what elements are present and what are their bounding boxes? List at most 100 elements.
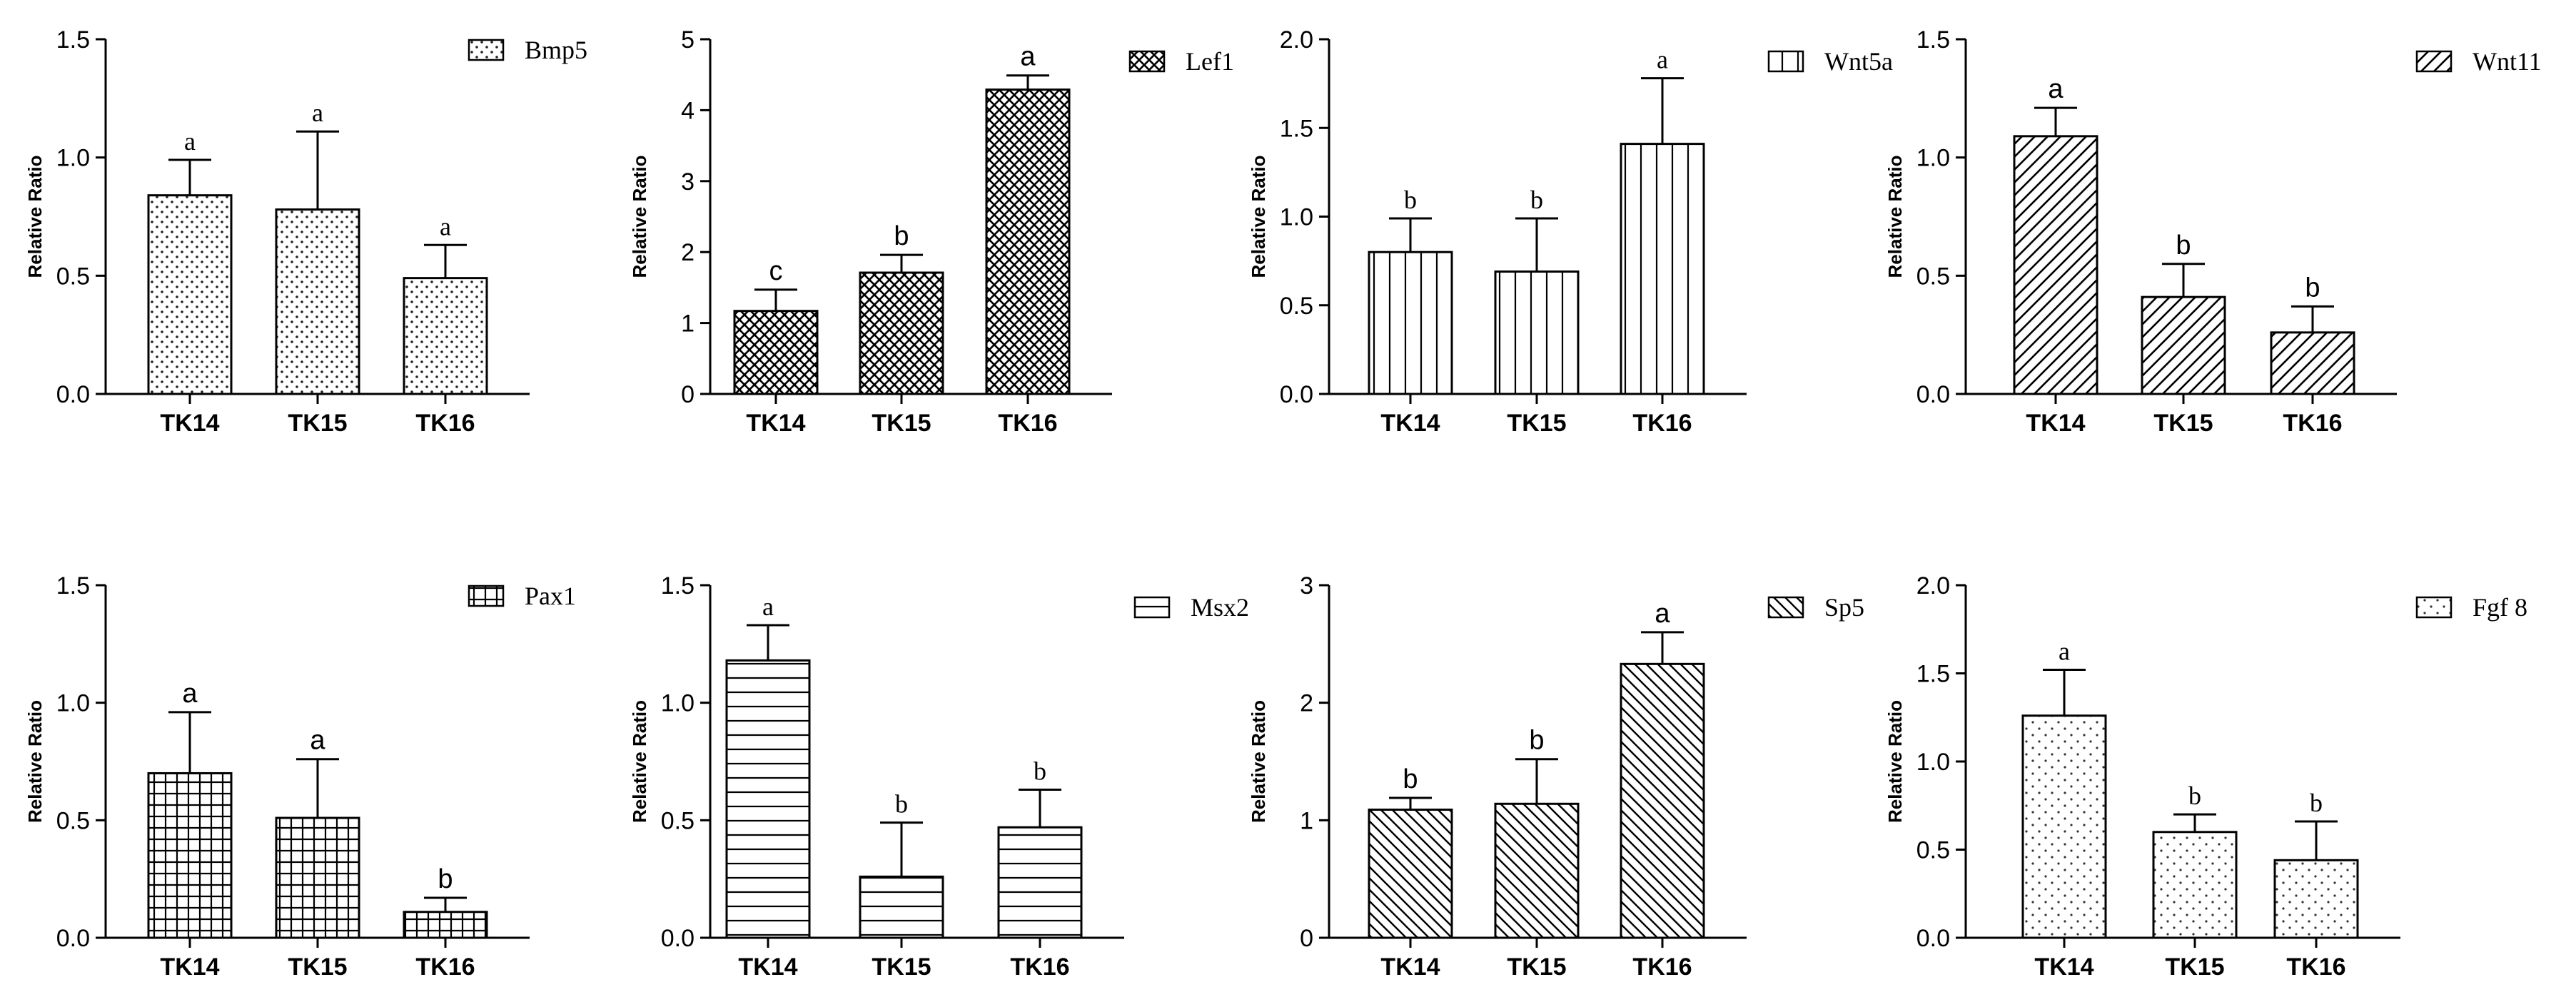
y-tick-label: 0.0: [56, 381, 90, 408]
y-tick-label: 0: [681, 381, 694, 408]
significance-letter: b: [1034, 757, 1046, 786]
y-tick-label: 2: [681, 239, 694, 266]
y-tick-label: 2.0: [1916, 572, 1950, 599]
significance-letter: a: [2048, 74, 2064, 104]
y-axis-title: Relative Ratio: [1884, 156, 1906, 278]
x-tick-label: TK14: [160, 953, 219, 981]
bar-tk16: [985, 88, 1071, 395]
legend-label: Bmp5: [525, 36, 587, 64]
x-tick-label: TK15: [2153, 410, 2213, 437]
significance-letter: b: [894, 221, 909, 251]
legend-swatch: [2415, 50, 2453, 73]
y-tick-label: 1.0: [1916, 749, 1950, 776]
x-tick-label: TK15: [1507, 953, 1566, 981]
y-tick-label: 1.5: [661, 572, 694, 599]
significance-letter: b: [895, 790, 908, 819]
significance-letter: b: [1403, 764, 1418, 794]
y-tick-label: 3: [681, 168, 694, 196]
significance-letter: a: [1657, 46, 1668, 74]
x-tick-label: TK15: [872, 410, 931, 437]
bar-tk16: [1620, 143, 1705, 395]
y-tick-label: 1.0: [1916, 145, 1950, 172]
y-tick-label: 1.0: [1280, 204, 1313, 231]
y-tick-label: 0: [1300, 925, 1313, 952]
chart-panel-lef1: 0 1 2 3 4 5 Relative Ratio c TK14 b TK15 a TK16 Lef1: [629, 26, 1234, 437]
y-tick-label: 0.5: [1916, 837, 1950, 864]
chart-panel-fgf8: 0.0 0.5 1.0 1.5 2.0 Relative Ratio a TK14 b TK15 b…: [1884, 572, 2527, 981]
significance-letter: c: [769, 256, 783, 286]
bar-tk16: [403, 277, 488, 395]
legend-label: Pax1: [525, 582, 576, 610]
significance-letter: a: [2059, 637, 2070, 666]
bar-tk15: [275, 208, 360, 395]
y-tick-label: 0.5: [1280, 293, 1313, 320]
bar-tk16: [997, 826, 1083, 939]
legend-label: Msx2: [1191, 593, 1249, 622]
y-tick-label: 1: [1300, 807, 1313, 834]
legend-swatch: [1767, 50, 1804, 73]
legend-swatch: [1133, 596, 1171, 619]
significance-letter: b: [2310, 789, 2323, 817]
legend-swatch: [1767, 596, 1804, 619]
x-tick-label: TK14: [160, 410, 219, 437]
x-tick-label: TK16: [2283, 410, 2342, 437]
x-tick-label: TK15: [1507, 410, 1566, 437]
y-tick-label: 0.5: [56, 807, 90, 834]
x-tick-label: TK16: [2286, 953, 2345, 981]
y-tick-label: 1.0: [661, 690, 694, 717]
y-tick-label: 5: [681, 26, 694, 54]
significance-letter: b: [2176, 231, 2191, 260]
y-tick-label: 4: [681, 97, 694, 124]
y-tick-label: 0.0: [56, 925, 90, 952]
x-tick-label: TK16: [1632, 953, 1692, 981]
y-tick-label: 0.5: [661, 807, 694, 834]
y-tick-label: 0.0: [1916, 925, 1950, 952]
chart-panel-sp5: 0 1 2 3 Relative Ratio b TK14 b TK15 a TK16 Sp5: [1248, 572, 1864, 981]
x-tick-label: TK15: [288, 953, 347, 981]
y-tick-label: 2: [1300, 690, 1313, 717]
significance-letter: a: [184, 127, 196, 156]
bar-tk15: [859, 875, 944, 939]
bar-tk14: [1368, 251, 1453, 395]
y-axis-title: Relative Ratio: [629, 700, 650, 823]
bar-tk16: [2273, 859, 2359, 939]
y-tick-label: 1.0: [56, 145, 90, 172]
significance-letter: a: [312, 98, 323, 127]
legend-swatch: [468, 585, 505, 607]
y-tick-label: 1.0: [56, 690, 90, 717]
chart-panel-pax1: 0.0 0.5 1.0 1.5 Relative Ratio a TK14 a TK15 b TK1…: [24, 572, 576, 981]
y-tick-label: 0.0: [1280, 381, 1313, 408]
y-tick-label: 0.5: [56, 263, 90, 290]
significance-letter: a: [182, 679, 198, 709]
y-tick-label: 0.0: [1916, 381, 1950, 408]
significance-letter: b: [1530, 186, 1543, 214]
x-tick-label: TK15: [288, 410, 347, 437]
significance-letter: a: [1020, 42, 1036, 72]
x-tick-label: TK14: [2026, 410, 2085, 437]
legend-swatch: [468, 39, 505, 61]
legend-swatch: [1128, 50, 1166, 73]
x-tick-label: TK16: [1632, 410, 1692, 437]
y-tick-label: 3: [1300, 572, 1313, 599]
x-tick-label: TK14: [738, 953, 797, 981]
bar-tk15: [2141, 295, 2226, 395]
bar-tk16: [2270, 331, 2355, 395]
x-tick-label: TK15: [872, 953, 931, 981]
y-axis-title: Relative Ratio: [1248, 700, 1269, 823]
y-axis-title: Relative Ratio: [24, 156, 46, 278]
chart-panel-wnt5a: 0.0 0.5 1.0 1.5 2.0 Relative Ratio b TK14 b TK15 a…: [1248, 26, 1893, 437]
y-tick-label: 1.5: [1916, 661, 1950, 688]
bar-tk14: [147, 194, 233, 395]
significance-letter: a: [762, 592, 774, 621]
significance-letter: a: [440, 212, 451, 241]
bar-tk14: [2013, 135, 2098, 395]
bar-tk15: [275, 816, 360, 939]
bar-tk16: [403, 911, 488, 939]
y-tick-label: 1.5: [1280, 115, 1313, 142]
x-tick-label: TK14: [2034, 953, 2093, 981]
significance-letter: a: [310, 726, 325, 756]
y-tick-label: 1: [681, 310, 694, 338]
bar-tk14: [2021, 714, 2107, 939]
y-tick-label: 2.0: [1280, 26, 1313, 54]
